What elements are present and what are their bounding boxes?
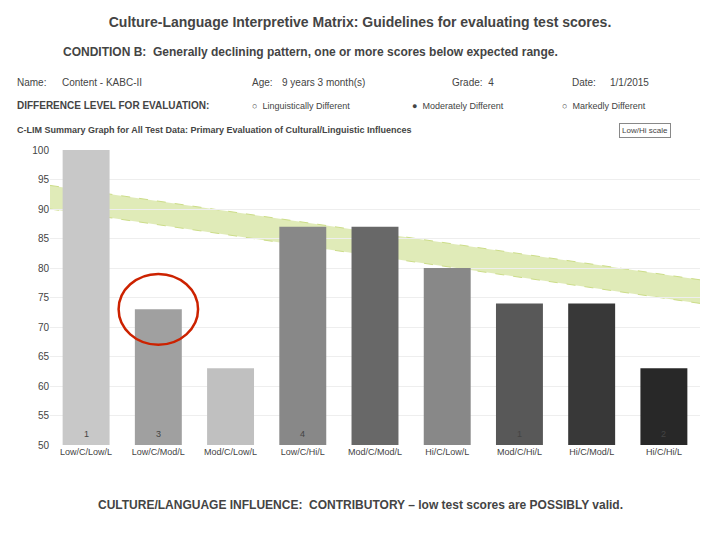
svg-text:CONDITION B: Generally declin: CONDITION B: Generally declining pattern…	[63, 45, 558, 59]
svg-text:Hi/C/Hi/L: Hi/C/Hi/L	[646, 447, 682, 457]
svg-text:Mod/C/Hi/L: Mod/C/Hi/L	[497, 447, 542, 457]
svg-text:Grade: 4: Grade: 4	[452, 77, 494, 88]
svg-text:Culture-Language Interpretive: Culture-Language Interpretive Matrix: Gu…	[109, 14, 612, 30]
svg-text:Low/C/Hi/L: Low/C/Hi/L	[281, 447, 325, 457]
svg-text:2: 2	[661, 429, 666, 439]
svg-text:Mod/C/Low/L: Mod/C/Low/L	[204, 447, 257, 457]
svg-text:75: 75	[38, 292, 50, 303]
svg-text:Content - KABC-II: Content - KABC-II	[62, 77, 142, 88]
svg-text:4: 4	[300, 429, 305, 439]
svg-text:Date:: Date:	[572, 77, 596, 88]
svg-text:65: 65	[38, 351, 50, 362]
svg-text:1: 1	[517, 429, 522, 439]
svg-text:1/1/2015: 1/1/2015	[610, 77, 649, 88]
svg-text:95: 95	[38, 174, 50, 185]
svg-text:90: 90	[38, 204, 50, 215]
svg-text:Low/C/Low/L: Low/C/Low/L	[60, 447, 112, 457]
svg-text:1: 1	[84, 429, 89, 439]
svg-text:○ Markedly Different: ○ Markedly Different	[562, 101, 646, 111]
svg-text:9 years 3 month(s): 9 years 3 month(s)	[282, 77, 365, 88]
svg-text:DIFFERENCE LEVEL FOR EVALUATIO: DIFFERENCE LEVEL FOR EVALUATION:	[17, 100, 209, 111]
svg-text:C-LIM Summary Graph for All Te: C-LIM Summary Graph for All Test Data: P…	[17, 125, 412, 135]
svg-text:Mod/C/Mod/L: Mod/C/Mod/L	[348, 447, 402, 457]
svg-text:Low/Hi scale: Low/Hi scale	[622, 126, 668, 135]
svg-text:CULTURE/LANGUAGE INFLUENCE: C: CULTURE/LANGUAGE INFLUENCE: CONTRIBUTORY…	[98, 498, 623, 512]
svg-text:50: 50	[38, 440, 50, 451]
svg-text:85: 85	[38, 233, 50, 244]
svg-text:100: 100	[32, 145, 49, 156]
svg-text:60: 60	[38, 381, 50, 392]
svg-text:80: 80	[38, 263, 50, 274]
svg-text:Hi/C/Mod/L: Hi/C/Mod/L	[569, 447, 614, 457]
svg-text:3: 3	[156, 429, 161, 439]
svg-text:○ Linguistically Different: ○ Linguistically Different	[252, 101, 350, 111]
svg-text:Name:: Name:	[17, 77, 46, 88]
svg-text:● Moderately Different: ● Moderately Different	[412, 101, 504, 111]
svg-text:55: 55	[38, 410, 50, 421]
svg-text:Low/C/Mod/L: Low/C/Mod/L	[132, 447, 185, 457]
svg-text:Hi/C/Low/L: Hi/C/Low/L	[425, 447, 469, 457]
svg-text:70: 70	[38, 322, 50, 333]
svg-text:Age:: Age:	[252, 77, 273, 88]
